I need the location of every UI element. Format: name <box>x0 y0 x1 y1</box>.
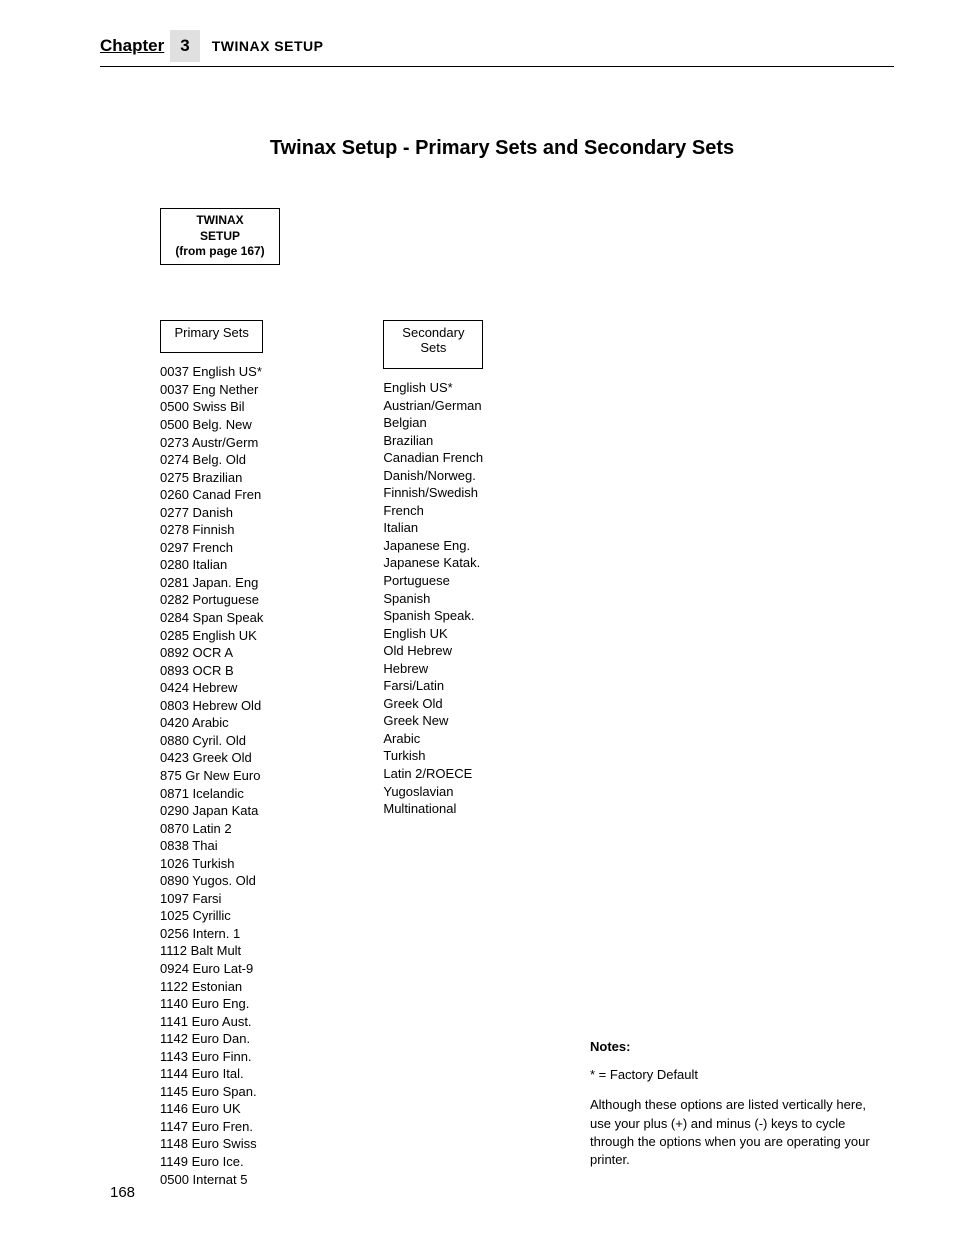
primary-set-item: 1145 Euro Span. <box>160 1083 263 1101</box>
root-from-page: (from page 167) <box>167 244 273 260</box>
notes-title: Notes: <box>590 1038 880 1056</box>
primary-set-item: 0290 Japan Kata <box>160 802 263 820</box>
secondary-set-item: Latin 2/ROECE <box>383 765 483 783</box>
secondary-sets-list: English US*Austrian/GermanBelgianBrazili… <box>383 379 483 818</box>
secondary-set-item: Old Hebrew <box>383 642 483 660</box>
notes-usage: Although these options are listed vertic… <box>590 1096 880 1169</box>
primary-set-item: 0280 Italian <box>160 556 263 574</box>
primary-set-item: 1026 Turkish <box>160 855 263 873</box>
secondary-set-item: Japanese Eng. <box>383 537 483 555</box>
primary-set-item: 0284 Span Speak <box>160 609 263 627</box>
primary-set-item: 0277 Danish <box>160 504 263 522</box>
primary-set-item: 1025 Cyrillic <box>160 907 263 925</box>
primary-set-item: 1112 Balt Mult <box>160 942 263 960</box>
primary-sets-column: Primary Sets 0037 English US*0037 Eng Ne… <box>160 320 263 1188</box>
primary-set-item: 0500 Belg. New <box>160 416 263 434</box>
primary-set-item: 1149 Euro Ice. <box>160 1153 263 1171</box>
secondary-set-item: English US* <box>383 379 483 397</box>
primary-set-item: 0880 Cyril. Old <box>160 732 263 750</box>
secondary-set-item: Greek Old <box>383 695 483 713</box>
primary-set-item: 1140 Euro Eng. <box>160 995 263 1013</box>
secondary-set-item: Multinational <box>383 800 483 818</box>
primary-set-item: 875 Gr New Euro <box>160 767 263 785</box>
primary-set-item: 0037 English US* <box>160 363 263 381</box>
primary-sets-box: Primary Sets <box>160 320 263 354</box>
primary-set-item: 0500 Internat 5 <box>160 1171 263 1189</box>
primary-set-item: 0037 Eng Nether <box>160 381 263 399</box>
secondary-set-item: Canadian French <box>383 449 483 467</box>
secondary-set-item: Hebrew <box>383 660 483 678</box>
primary-set-item: 0924 Euro Lat-9 <box>160 960 263 978</box>
primary-set-item: 0281 Japan. Eng <box>160 574 263 592</box>
notes-factory-default: * = Factory Default <box>590 1066 880 1084</box>
primary-set-item: 0275 Brazilian <box>160 469 263 487</box>
primary-set-item: 1148 Euro Swiss <box>160 1135 263 1153</box>
primary-set-item: 0278 Finnish <box>160 521 263 539</box>
primary-set-item: 0424 Hebrew <box>160 679 263 697</box>
secondary-set-item: Arabic <box>383 730 483 748</box>
primary-set-item: 0273 Austr/Germ <box>160 434 263 452</box>
root-line2: SETUP <box>167 229 273 245</box>
secondary-set-item: Italian <box>383 519 483 537</box>
secondary-set-item: Portuguese <box>383 572 483 590</box>
primary-set-item: 0256 Intern. 1 <box>160 925 263 943</box>
content-area: TWINAX SETUP (from page 167) Primary Set… <box>160 208 894 1188</box>
secondary-set-item: Austrian/German <box>383 397 483 415</box>
primary-set-item: 0285 English UK <box>160 627 263 645</box>
page-number: 168 <box>110 1184 135 1201</box>
chapter-label: Chapter <box>100 36 164 56</box>
primary-set-item: 0260 Canad Fren <box>160 486 263 504</box>
secondary-set-item: Turkish <box>383 747 483 765</box>
primary-set-item: 0870 Latin 2 <box>160 820 263 838</box>
root-node-box: TWINAX SETUP (from page 167) <box>160 208 280 265</box>
secondary-sets-box: Secondary Sets <box>383 320 483 369</box>
primary-set-item: 1142 Euro Dan. <box>160 1030 263 1048</box>
primary-set-item: 0297 French <box>160 539 263 557</box>
secondary-set-item: French <box>383 502 483 520</box>
primary-set-item: 1147 Euro Fren. <box>160 1118 263 1136</box>
secondary-set-item: Farsi/Latin <box>383 677 483 695</box>
primary-set-item: 0890 Yugos. Old <box>160 872 263 890</box>
primary-set-item: 0893 OCR B <box>160 662 263 680</box>
primary-set-item: 0420 Arabic <box>160 714 263 732</box>
secondary-set-item: Spanish Speak. <box>383 607 483 625</box>
secondary-set-item: Japanese Katak. <box>383 554 483 572</box>
primary-set-item: 1097 Farsi <box>160 890 263 908</box>
secondary-set-item: Yugoslavian <box>383 783 483 801</box>
notes-block: Notes: * = Factory Default Although thes… <box>590 1038 880 1169</box>
primary-set-item: 1144 Euro Ital. <box>160 1065 263 1083</box>
chapter-number: 3 <box>170 30 199 62</box>
secondary-set-item: Greek New <box>383 712 483 730</box>
primary-sets-list: 0037 English US*0037 Eng Nether0500 Swis… <box>160 363 263 1188</box>
secondary-set-item: Danish/Norweg. <box>383 467 483 485</box>
page-title: Twinax Setup - Primary Sets and Secondar… <box>110 137 894 160</box>
secondary-set-item: Spanish <box>383 590 483 608</box>
primary-set-item: 1122 Estonian <box>160 978 263 996</box>
primary-set-item: 1141 Euro Aust. <box>160 1013 263 1031</box>
primary-set-item: 1143 Euro Finn. <box>160 1048 263 1066</box>
primary-set-item: 0803 Hebrew Old <box>160 697 263 715</box>
secondary-set-item: English UK <box>383 625 483 643</box>
page-header: Chapter 3 TWINAX SETUP <box>100 30 894 67</box>
primary-set-item: 1146 Euro UK <box>160 1100 263 1118</box>
primary-set-item: 0871 Icelandic <box>160 785 263 803</box>
primary-set-item: 0500 Swiss Bil <box>160 398 263 416</box>
secondary-set-item: Finnish/Swedish <box>383 484 483 502</box>
secondary-sets-column: Secondary Sets English US*Austrian/Germa… <box>383 320 483 1188</box>
secondary-set-item: Brazilian <box>383 432 483 450</box>
primary-set-item: 0892 OCR A <box>160 644 263 662</box>
secondary-set-item: Belgian <box>383 414 483 432</box>
section-title: TWINAX SETUP <box>212 38 324 54</box>
root-line1: TWINAX <box>167 213 273 229</box>
primary-set-item: 0423 Greek Old <box>160 749 263 767</box>
primary-set-item: 0282 Portuguese <box>160 591 263 609</box>
primary-set-item: 0274 Belg. Old <box>160 451 263 469</box>
primary-set-item: 0838 Thai <box>160 837 263 855</box>
